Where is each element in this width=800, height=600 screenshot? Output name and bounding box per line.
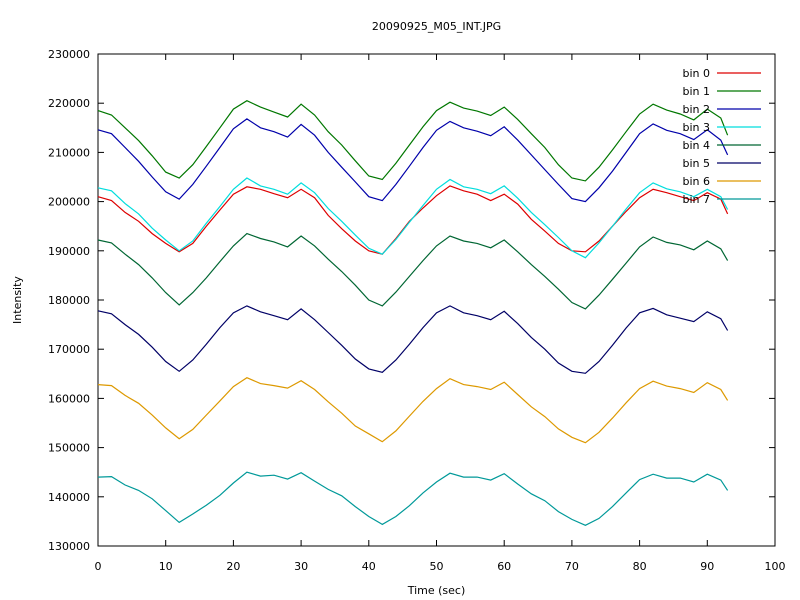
plot-frame	[97, 53, 776, 547]
y-tick-label: 150000	[48, 442, 90, 455]
x-tick-label: 100	[765, 560, 786, 573]
y-tick-label: 140000	[48, 491, 90, 504]
legend-label: bin 3	[682, 121, 710, 134]
legend-label: bin 4	[682, 139, 710, 152]
legend-label: bin 5	[682, 157, 710, 170]
legend-label: bin 0	[682, 67, 710, 80]
legend-label: bin 7	[682, 193, 710, 206]
series-line-bin-0	[97, 185, 729, 255]
x-tick-label: 60	[497, 560, 511, 573]
x-tick-label: 50	[430, 560, 444, 573]
x-tick-label: 10	[159, 560, 173, 573]
y-tick-label: 170000	[48, 343, 90, 356]
series-line-bin-6	[97, 377, 729, 444]
y-tick-label: 180000	[48, 294, 90, 307]
y-tick-label: 130000	[48, 540, 90, 553]
x-tick-label: 90	[700, 560, 714, 573]
series-line-bin-3	[97, 177, 729, 259]
y-tick-label: 190000	[48, 245, 90, 258]
x-tick-label: 40	[362, 560, 376, 573]
chart-title: 20090925_M05_INT.JPG	[372, 20, 501, 33]
series-line-bin-4	[97, 232, 729, 310]
axis-ticks: 130000 140000 150000 160000 170000 180000 1900…	[48, 48, 786, 573]
legend: bin 0 bin 1 bin 2 bin 3 bin 4 bin 5 bin 6 bin 7	[682, 67, 761, 206]
x-tick-label: 0	[95, 560, 102, 573]
series-line-bin-2	[97, 118, 729, 203]
x-tick-label: 30	[294, 560, 308, 573]
legend-label: bin 1	[682, 85, 710, 98]
x-axis-label: Time (sec)	[407, 584, 466, 597]
y-tick-label: 200000	[48, 196, 90, 209]
x-tick-label: 20	[226, 560, 240, 573]
y-tick-label: 210000	[48, 146, 90, 159]
x-tick-label: 70	[565, 560, 579, 573]
y-tick-label: 230000	[48, 48, 90, 61]
series-line-bin-1	[97, 100, 729, 182]
series-line-bin-5	[97, 305, 729, 374]
x-tick-label: 80	[633, 560, 647, 573]
y-tick-label: 220000	[48, 97, 90, 110]
series-lines	[97, 100, 729, 526]
y-tick-label: 160000	[48, 392, 90, 405]
legend-label: bin 2	[682, 103, 710, 116]
legend-label: bin 6	[682, 175, 710, 188]
series-line-bin-7	[97, 471, 729, 526]
y-axis-label: Intensity	[11, 276, 24, 324]
